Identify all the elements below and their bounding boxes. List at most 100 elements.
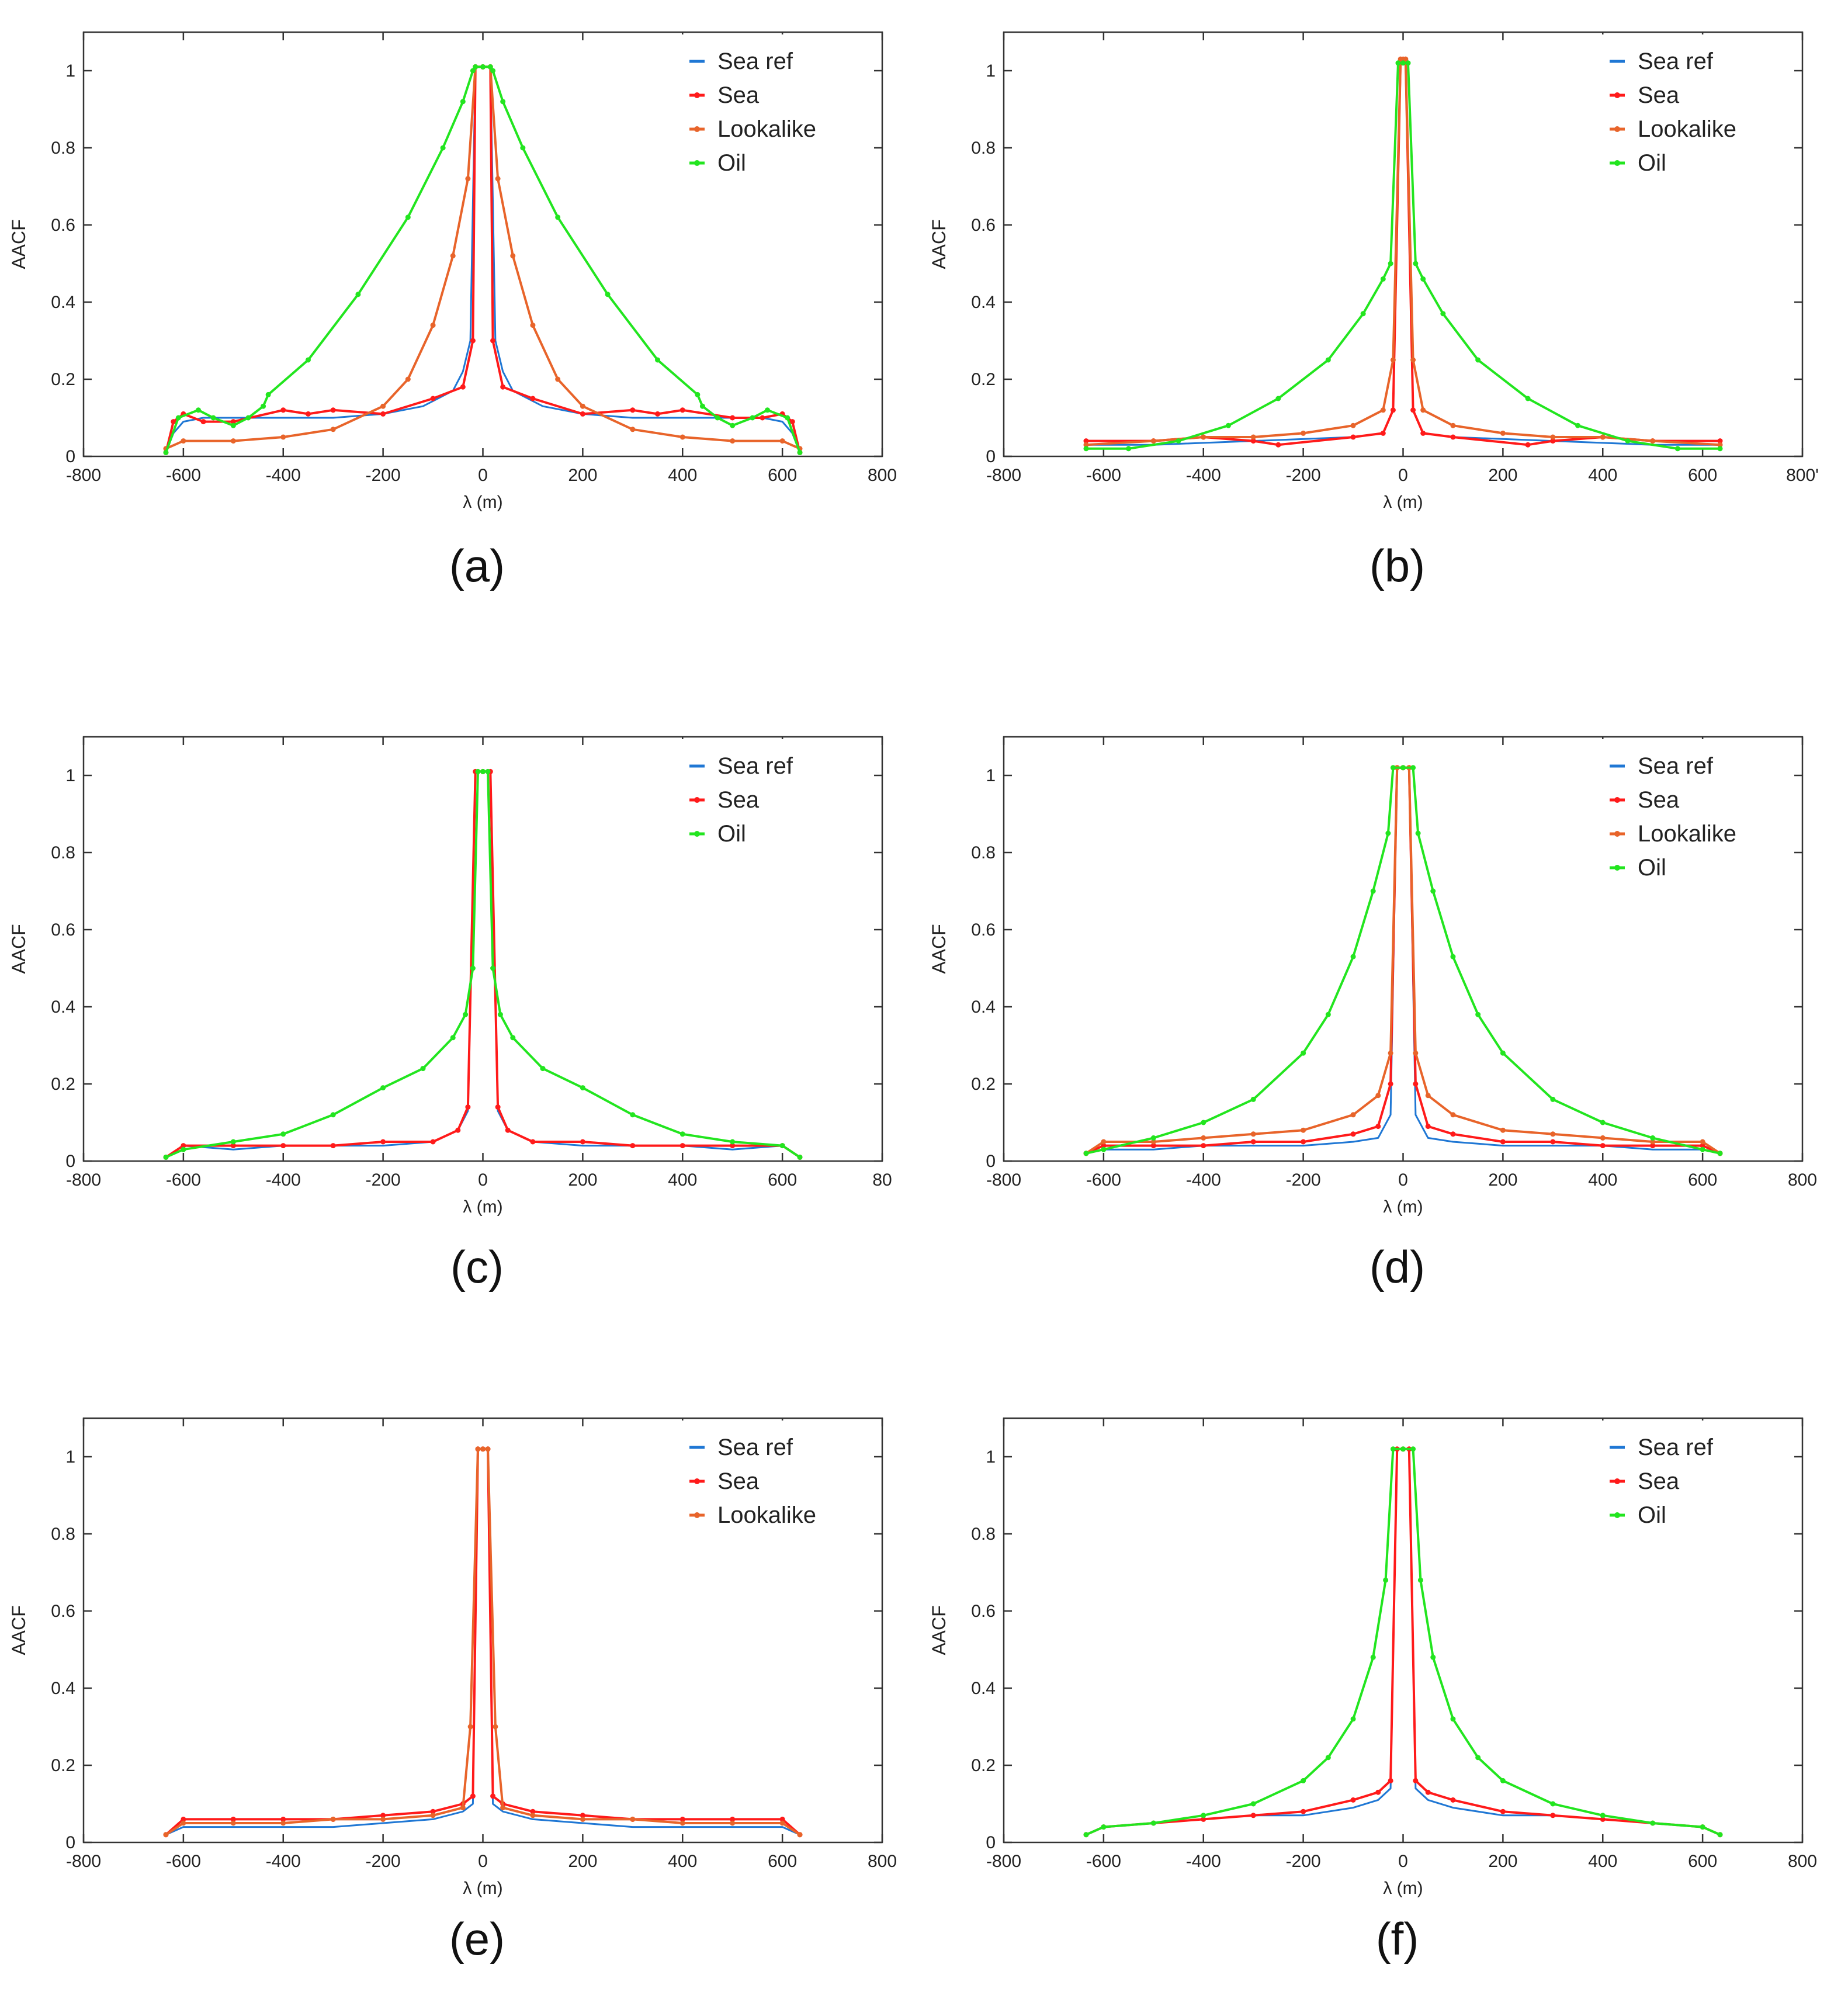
data-point-oil: [1450, 954, 1456, 959]
data-point-oil: [1717, 446, 1723, 452]
y-tick-label: 0.2: [51, 1075, 75, 1094]
data-point-sea: [280, 1143, 286, 1149]
y-tick-label: 0.2: [971, 370, 996, 389]
data-point-lookalike: [1083, 442, 1089, 448]
data-point-lookalike: [181, 438, 186, 444]
data-point-sea: [1201, 1143, 1206, 1149]
data-point-lookalike: [630, 1816, 636, 1822]
data-point-lookalike: [530, 1813, 536, 1818]
data-point-oil: [785, 415, 790, 421]
data-point-lookalike: [1403, 56, 1409, 62]
legend-label: Sea: [717, 787, 760, 813]
legend-box: [1598, 1421, 1783, 1543]
data-point-oil: [555, 214, 561, 220]
data-point-lookalike: [1717, 442, 1723, 448]
data-point-oil: [520, 145, 526, 151]
y-tick-label: 0: [65, 1152, 75, 1171]
y-tick-label: 0.8: [51, 138, 75, 158]
y-tick-label: 0.4: [51, 997, 75, 1017]
data-point-sea: [530, 1139, 536, 1145]
data-point-oil: [175, 415, 181, 421]
legend-label: Sea ref: [1638, 1435, 1714, 1460]
data-point-oil: [1083, 446, 1089, 452]
y-tick-label: 0.6: [51, 216, 75, 235]
data-point-sea: [490, 1793, 496, 1799]
data-point-oil: [1450, 1716, 1456, 1722]
legend-label: Sea ref: [717, 48, 793, 74]
legend-label: Sea ref: [717, 1435, 793, 1460]
legend-marker-lookalike: [1614, 831, 1620, 837]
data-point-oil: [750, 415, 755, 421]
x-tick-label: 400: [668, 466, 697, 485]
data-point-lookalike: [555, 376, 561, 382]
data-point-sea: [1375, 1124, 1381, 1130]
data-point-lookalike: [580, 1816, 585, 1822]
data-point-lookalike: [465, 176, 471, 182]
data-point-oil: [655, 357, 661, 363]
data-point-oil: [280, 1131, 286, 1137]
chart-panel-2: -800 -600 -400 -200 0 200 400 600 8000.20.40.60.…: [8, 736, 892, 1293]
legend-marker-sea: [694, 1478, 700, 1484]
data-point-lookalike: [1150, 1139, 1156, 1145]
x-tick-label: 800': [1786, 466, 1819, 485]
data-point-lookalike: [500, 1805, 506, 1811]
data-point-lookalike: [495, 176, 501, 182]
data-point-sea: [1250, 1813, 1256, 1818]
x-axis-label: λ (m): [463, 1197, 502, 1217]
data-point-lookalike: [779, 1820, 785, 1826]
data-point-lookalike: [1413, 1050, 1419, 1056]
data-point-oil: [1350, 1716, 1356, 1722]
x-tick-label: -400: [1186, 466, 1221, 485]
legend-label: Sea: [717, 82, 760, 108]
data-point-oil: [230, 422, 236, 428]
data-point-oil: [1083, 1832, 1089, 1838]
data-point-oil: [1550, 1096, 1556, 1102]
x-tick-label: -200: [366, 1170, 401, 1190]
data-point-lookalike: [1410, 357, 1416, 363]
legend-marker-sea: [1614, 92, 1620, 98]
data-point-oil: [1650, 1820, 1656, 1826]
data-point-oil: [355, 292, 361, 297]
data-point-oil: [1388, 261, 1393, 266]
data-point-oil: [580, 1085, 585, 1091]
data-point-lookalike: [181, 1820, 186, 1826]
y-tick-label: 0.8: [971, 138, 996, 158]
y-tick-label: 0.8: [51, 843, 75, 862]
data-point-oil: [630, 1112, 636, 1118]
data-point-oil: [480, 64, 486, 70]
y-tick-label: 0: [986, 1152, 996, 1171]
data-point-lookalike: [1250, 1131, 1256, 1137]
y-tick-label: 0.4: [971, 997, 996, 1017]
data-point-sea: [1275, 442, 1281, 448]
data-point-sea: [630, 1143, 636, 1149]
data-point-lookalike: [580, 403, 585, 409]
data-point-oil: [764, 407, 770, 413]
y-tick-label: 0.6: [51, 1602, 75, 1621]
data-point-oil: [1700, 1146, 1705, 1152]
data-point-lookalike: [730, 1820, 736, 1826]
x-tick-label: 400: [1588, 1852, 1617, 1871]
data-point-sea: [1500, 1809, 1506, 1814]
x-tick-label: 800: [1788, 1170, 1817, 1190]
x-tick-label: 800: [1788, 1852, 1817, 1871]
x-tick-label: 600: [1688, 1852, 1717, 1871]
x-tick-label: -200: [1286, 1852, 1321, 1871]
data-point-lookalike: [730, 438, 736, 444]
data-point-oil: [305, 357, 311, 363]
data-point-oil: [1370, 888, 1376, 894]
data-point-oil: [1150, 1135, 1156, 1141]
data-point-oil: [1415, 830, 1421, 836]
x-tick-label: -800: [66, 466, 101, 485]
data-point-sea: [330, 407, 336, 413]
y-tick-label: 0.8: [971, 1525, 996, 1544]
data-point-sea: [171, 419, 176, 425]
data-point-oil: [1370, 1654, 1376, 1660]
legend-marker-sea: [694, 797, 700, 803]
y-axis-label: AACF: [928, 1605, 949, 1655]
x-tick-label: 600: [768, 1170, 797, 1190]
data-point-lookalike: [1650, 438, 1656, 444]
data-point-oil: [163, 449, 169, 455]
data-point-oil: [1101, 1824, 1107, 1830]
data-point-sea: [1600, 1143, 1606, 1149]
